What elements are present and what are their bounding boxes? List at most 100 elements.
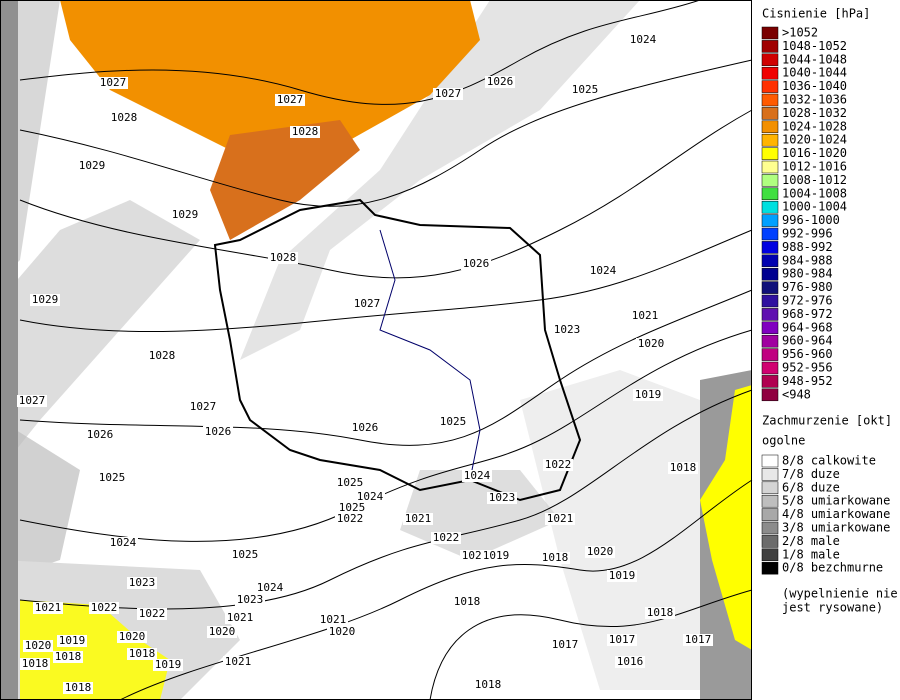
isobar-label-bg — [431, 532, 461, 544]
legend-label: 960-964 — [782, 334, 833, 348]
isobar-label-bg — [607, 570, 637, 582]
isobar-label: 1028 — [292, 125, 319, 138]
isobar-label: 1021 — [320, 613, 347, 626]
isobar-label: 1024 — [630, 33, 657, 46]
isobar-label-bg — [170, 209, 200, 221]
legend-swatch — [761, 468, 779, 481]
legend-swatch — [761, 120, 779, 134]
cloud-legend-title: Zachmurzenie [okt] — [762, 414, 892, 428]
isobar-label: 1019 — [635, 388, 662, 401]
legend-label: 6/8 duze — [782, 480, 840, 494]
legend-label: 1036-1040 — [782, 79, 847, 93]
isobar-label-bg — [318, 614, 348, 626]
legend-swatch — [761, 227, 779, 241]
isobar-label-bg — [268, 252, 298, 264]
cloud-area — [0, 200, 200, 470]
isobar-label: 1018 — [55, 650, 82, 663]
legend-swatch — [761, 334, 779, 348]
isobar-label-bg — [550, 639, 580, 651]
isobar-label-bg — [33, 602, 63, 614]
isobar-label: 1019 — [155, 658, 182, 671]
isobar-label: 1019 — [609, 569, 636, 582]
isobar-label: 1025 — [99, 471, 126, 484]
isobar-label-bg — [108, 537, 138, 549]
isobar-label-bg — [203, 426, 233, 438]
legend-label: 1032-1036 — [782, 93, 847, 107]
isobar-label-bg — [225, 612, 255, 624]
isobar-label: 1017 — [609, 633, 636, 646]
isobar-label-bg — [485, 76, 515, 88]
isobar-label-bg — [127, 648, 157, 660]
isobar-label-bg — [633, 389, 663, 401]
legend-label: 7/8 duze — [782, 467, 840, 481]
isobar-label-bg — [645, 607, 675, 619]
legend-label: 1004-1008 — [782, 186, 847, 200]
legend-swatch — [761, 454, 779, 468]
isobar-label-bg — [683, 634, 713, 646]
cloud-area — [240, 0, 640, 360]
isobar-label: 1024 — [257, 581, 284, 594]
legend-label: 1012-1016 — [782, 160, 847, 174]
cloud-area — [0, 420, 80, 580]
legend-swatch — [761, 26, 779, 40]
legend-swatch — [761, 521, 779, 535]
legend-label: 2/8 male — [782, 534, 840, 548]
isobar-label-bg — [127, 577, 157, 589]
legend-swatch — [761, 254, 779, 268]
isobar-label: 1023 — [489, 491, 516, 504]
isobar-label-bg — [607, 634, 637, 646]
legend-swatch — [761, 294, 779, 308]
isobar-label: 1017 — [552, 638, 579, 651]
pressure-area — [210, 120, 360, 240]
isobar-label-bg — [290, 126, 320, 138]
isobar-label-bg — [462, 470, 492, 482]
isobar-label-bg — [85, 429, 115, 441]
pressure-area — [700, 385, 752, 650]
isobar-label-bg — [188, 401, 218, 413]
legend-swatch — [761, 80, 779, 93]
legend-label: 1000-1004 — [782, 200, 847, 214]
isobar-label: 1024 — [590, 264, 617, 277]
isobar — [429, 589, 753, 700]
legend-swatch — [761, 174, 779, 187]
isobar-label: 1022 — [545, 458, 572, 471]
isobar-label-bg — [137, 608, 167, 620]
isobar-label: 1020 — [638, 337, 665, 350]
isobar-label: 1024 — [464, 469, 491, 482]
isobar-label: 1019 — [59, 634, 86, 647]
isobar-label: 1026 — [205, 425, 232, 438]
legend-label: 1028-1032 — [782, 106, 847, 120]
isobar-label: 1026 — [487, 75, 514, 88]
isobar-label-bg — [335, 513, 365, 525]
legend-label: <948 — [782, 387, 811, 401]
isobar-label-bg — [403, 513, 433, 525]
legend-label: 976-980 — [782, 280, 833, 294]
pressure-legend-title: Cisnienie [hPa] — [762, 7, 870, 21]
isobar-label-bg — [350, 422, 380, 434]
isobar-label: 1020 — [25, 639, 52, 652]
isobar-label: 1021 — [225, 655, 252, 668]
isobar-label-bg — [335, 477, 365, 489]
isobar-label-bg — [543, 459, 573, 471]
isobar-label: 1029 — [32, 293, 59, 306]
isobar-label-bg — [63, 682, 93, 694]
legend: Cisnienie [hPa] Zachmurzenie [okt] ogoln… — [761, 7, 898, 615]
isobar-label-bg — [97, 472, 127, 484]
isobar-label: 1028 — [111, 111, 138, 124]
legend-label: 8/8 calkowite — [782, 454, 876, 468]
legend-swatch — [761, 147, 779, 160]
isobar-label: 1028 — [149, 349, 176, 362]
isobar-label-bg — [628, 34, 658, 46]
legend-label: 1016-1020 — [782, 146, 847, 160]
legend-label: 3/8 umiarkowane — [782, 521, 890, 535]
isobar-label: 1027 — [354, 297, 381, 310]
isobar — [19, 229, 753, 333]
isobar-label: 1020 — [587, 545, 614, 558]
isobar-label: 1018 — [65, 681, 92, 694]
isobar-label-bg — [615, 656, 645, 668]
isobar-label: 1021 — [547, 512, 574, 525]
legend-swatch — [761, 53, 779, 67]
isobar — [19, 0, 701, 105]
legend-swatch — [761, 281, 779, 294]
